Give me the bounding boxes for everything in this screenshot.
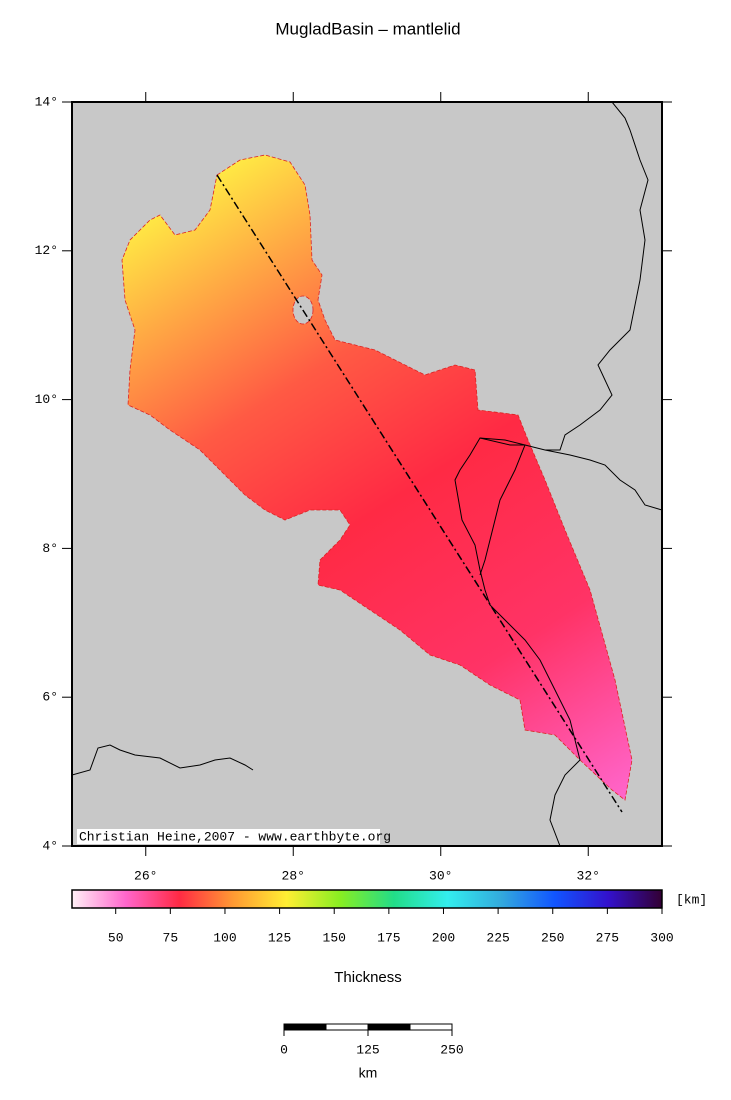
colorbar-unit: [km] <box>676 892 707 907</box>
title: MugladBasin – mantlelid <box>275 19 460 38</box>
scalebar-segment <box>325 1023 369 1031</box>
map-area: Christian Heine,2007 - www.earthbyte.org <box>72 102 662 846</box>
lon-label: 30° <box>429 868 452 883</box>
colorbar-tick-label: 200 <box>432 930 455 945</box>
credit-box <box>77 829 380 844</box>
colorbar <box>71 889 663 909</box>
scalebar-segment <box>367 1023 411 1031</box>
credit: Christian Heine,2007 - www.earthbyte.org <box>79 829 391 844</box>
lat-label: 10° <box>35 392 58 407</box>
scalebar-tick-label: 0 <box>280 1042 288 1057</box>
lat-label: 14° <box>35 94 58 109</box>
colorbar-label: Thickness <box>334 969 402 986</box>
borders <box>72 102 662 846</box>
scalebar-tick-label: 125 <box>356 1042 379 1057</box>
lat-label: 8° <box>42 541 58 556</box>
scalebar-tick-label: 250 <box>440 1042 463 1057</box>
colorbar-tick-label: 275 <box>596 930 619 945</box>
ticks: 26° 28° 30° 32° 4° 6° 8° 10° 12° 14° <box>35 92 672 883</box>
colorbar-tick-label: 300 <box>650 930 673 945</box>
lat-label: 6° <box>42 690 58 705</box>
lat-label: 4° <box>42 838 58 853</box>
colorbar-tick-label: 225 <box>486 930 509 945</box>
map-frame <box>71 101 663 847</box>
colorbar-tick-label: 250 <box>541 930 564 945</box>
lon-label: 26° <box>134 868 157 883</box>
scalebar-segment <box>283 1023 327 1031</box>
profile-line <box>216 174 623 813</box>
colorbar-tick-label: 75 <box>163 930 179 945</box>
scalebar-segment <box>409 1023 453 1031</box>
basin <box>121 154 633 801</box>
colorbar-tick-label: 150 <box>323 930 346 945</box>
lon-label: 28° <box>282 868 305 883</box>
scalebar-unit: km <box>359 1065 378 1081</box>
lon-label: 32° <box>577 868 600 883</box>
colorbar-tick-label: 100 <box>213 930 236 945</box>
colorbar-tick-label: 125 <box>268 930 291 945</box>
colorbar-tick-label: 50 <box>108 930 124 945</box>
colorbar-tick-label: 175 <box>377 930 400 945</box>
lat-label: 12° <box>35 243 58 258</box>
